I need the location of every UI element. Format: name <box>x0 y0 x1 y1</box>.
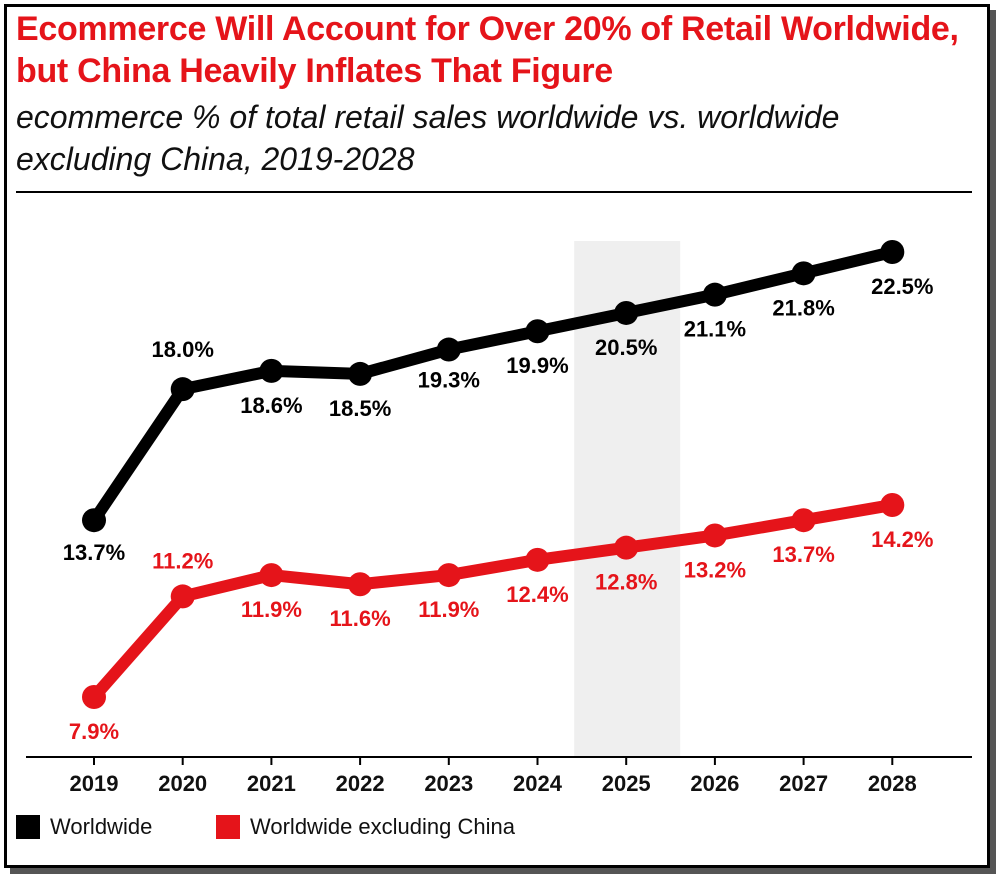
x-tick-label-2024: 2024 <box>513 771 563 796</box>
data-point-excluding-china-2020 <box>170 584 195 609</box>
data-label-excluding-china-2024: 12.4% <box>506 582 568 607</box>
data-point-worldwide-2028 <box>880 240 905 264</box>
data-label-excluding-china-2021: 11.9% <box>241 597 302 622</box>
highlight-band-2025 <box>574 241 681 757</box>
data-point-excluding-china-2021 <box>259 563 284 588</box>
x-tick-label-2023: 2023 <box>424 771 473 796</box>
data-point-worldwide-2022 <box>348 361 373 386</box>
data-point-worldwide-2021 <box>259 358 284 383</box>
x-tick-label-2021: 2021 <box>247 771 296 796</box>
data-point-excluding-china-2022 <box>348 572 373 597</box>
data-label-worldwide-2023: 19.3% <box>418 368 480 393</box>
series-line-excluding-china <box>88 498 899 703</box>
data-point-excluding-china-2023 <box>436 563 461 588</box>
legend-label-worldwide: Worldwide <box>50 814 153 839</box>
chart-title: Ecommerce Will Account for Over 20% of R… <box>16 10 959 90</box>
data-label-excluding-china-2022: 11.6% <box>330 606 391 631</box>
data-point-worldwide-2024 <box>525 319 550 344</box>
chart-subtitle: ecommerce % of total retail sales worldw… <box>16 99 840 177</box>
series-line-worldwide <box>88 246 899 527</box>
x-tick-label-2026: 2026 <box>690 771 739 796</box>
data-point-excluding-china-2024 <box>525 547 550 572</box>
chart-frame <box>4 4 990 868</box>
data-label-worldwide-2020: 18.0% <box>152 337 214 362</box>
data-label-excluding-china-2025: 12.8% <box>595 570 657 595</box>
data-label-worldwide-2021: 18.6% <box>240 393 302 418</box>
legend-item-worldwide: Worldwide <box>16 814 152 840</box>
data-point-excluding-china-2026 <box>702 523 727 548</box>
x-tick-label-2019: 2019 <box>70 771 119 796</box>
data-label-excluding-china-2027: 13.7% <box>772 542 834 567</box>
data-label-excluding-china-2019: 7.9% <box>69 719 119 744</box>
data-label-worldwide-2022: 18.5% <box>329 396 391 421</box>
data-label-excluding-china-2028: 14.2% <box>871 527 933 552</box>
data-point-excluding-china-2027 <box>791 508 816 533</box>
data-point-worldwide-2026 <box>702 282 727 307</box>
x-tick-label-2025: 2025 <box>602 771 651 796</box>
data-label-worldwide-2028: 22.5% <box>871 274 933 299</box>
x-tick-label-2028: 2028 <box>868 771 917 796</box>
data-label-worldwide-2025: 20.5% <box>595 335 657 360</box>
x-tick-label-2027: 2027 <box>779 771 828 796</box>
data-label-worldwide-2026: 21.1% <box>684 317 746 342</box>
data-point-worldwide-2027 <box>791 261 816 286</box>
data-label-worldwide-2027: 21.8% <box>772 295 834 320</box>
data-point-worldwide-2023 <box>436 337 461 362</box>
data-label-excluding-china-2023: 11.9% <box>418 597 479 622</box>
data-label-worldwide-2024: 19.9% <box>506 353 568 378</box>
title-divider <box>16 191 972 193</box>
data-label-excluding-china-2020: 11.2% <box>152 548 213 573</box>
data-label-worldwide-2019: 13.7% <box>63 540 125 565</box>
legend-item-excluding-china: Worldwide excluding China <box>216 814 515 840</box>
data-point-excluding-china-2019 <box>82 685 106 709</box>
x-tick-label-2020: 2020 <box>158 771 207 796</box>
data-point-worldwide-2020 <box>170 377 195 402</box>
data-point-excluding-china-2025 <box>614 535 639 560</box>
data-point-worldwide-2019 <box>82 508 106 533</box>
legend-label-excluding-china: Worldwide excluding China <box>250 814 515 839</box>
x-tick-label-2022: 2022 <box>336 771 385 796</box>
legend-swatch-excluding-china <box>216 815 240 839</box>
legend-swatch-worldwide <box>16 815 40 839</box>
data-point-excluding-china-2028 <box>880 492 905 517</box>
data-point-worldwide-2025 <box>614 300 639 325</box>
data-label-excluding-china-2026: 13.2% <box>684 557 746 582</box>
